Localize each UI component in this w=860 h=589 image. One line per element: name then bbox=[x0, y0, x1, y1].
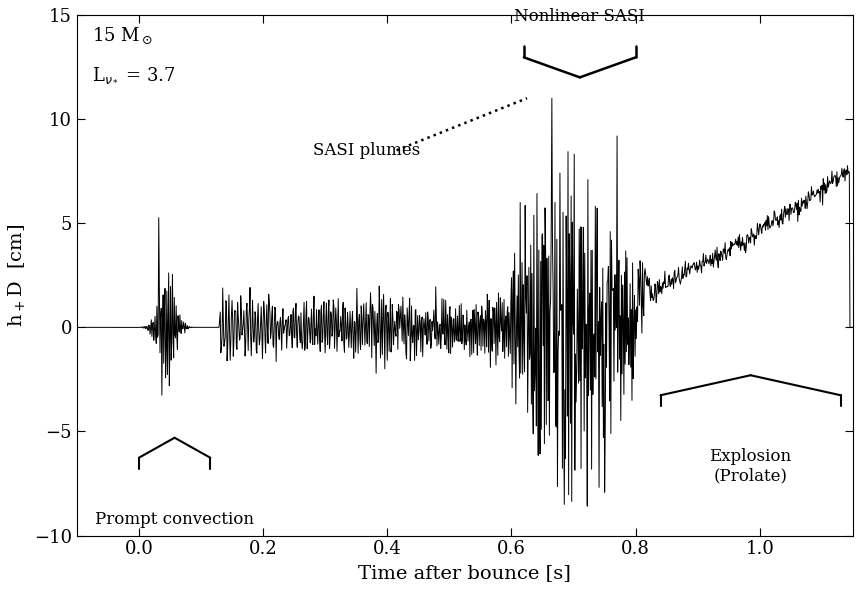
Text: L$_{\nu_*}$ = 3.7: L$_{\nu_*}$ = 3.7 bbox=[92, 65, 176, 84]
Text: Nonlinear SASI: Nonlinear SASI bbox=[514, 8, 645, 25]
Y-axis label: h$_+$D  [cm]: h$_+$D [cm] bbox=[7, 224, 28, 327]
X-axis label: Time after bounce [s]: Time after bounce [s] bbox=[359, 564, 571, 582]
Text: 15 M$_\odot$: 15 M$_\odot$ bbox=[92, 25, 153, 45]
Text: Prompt convection: Prompt convection bbox=[95, 511, 254, 528]
Text: Explosion
(Prolate): Explosion (Prolate) bbox=[710, 448, 792, 485]
Text: SASI plumes: SASI plumes bbox=[313, 142, 420, 159]
